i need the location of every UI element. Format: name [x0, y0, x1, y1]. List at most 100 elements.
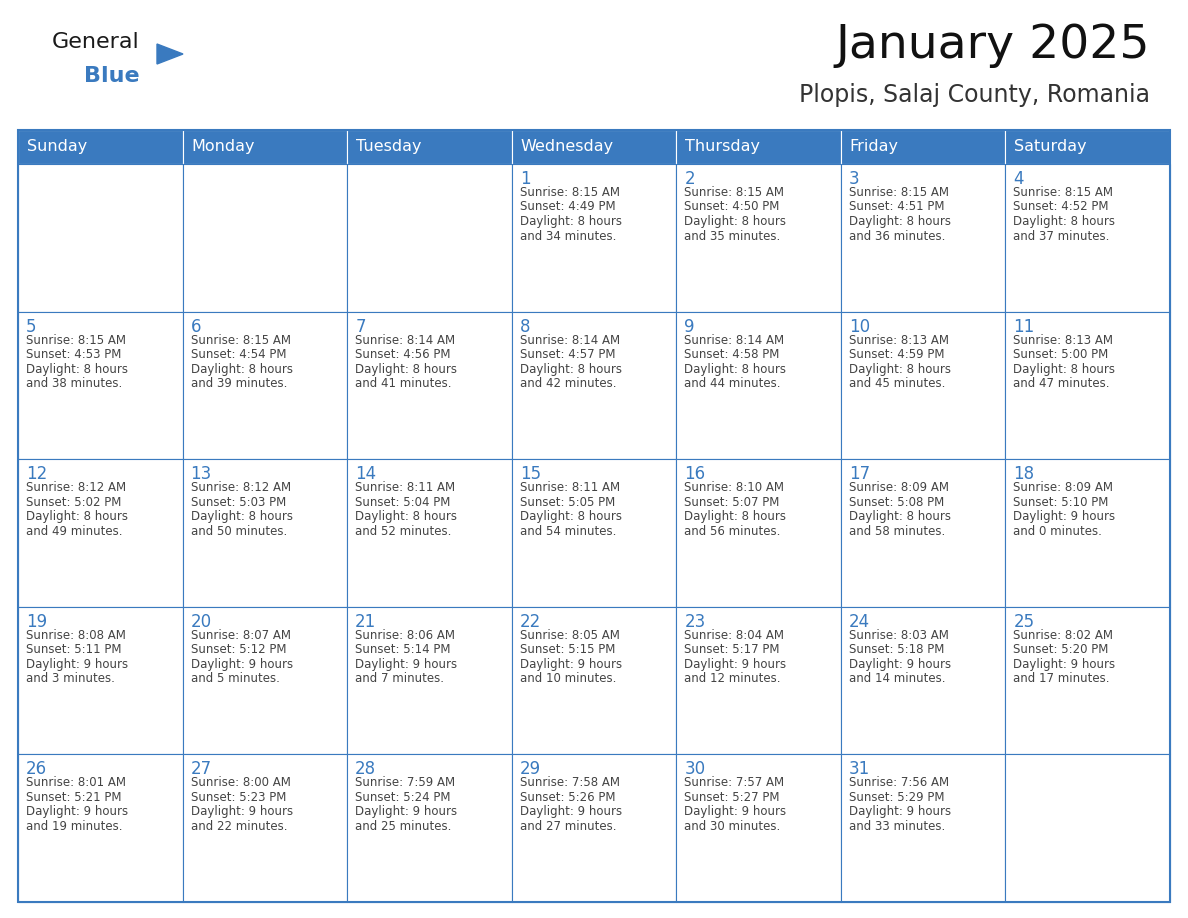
Text: Sunset: 5:18 PM: Sunset: 5:18 PM — [849, 644, 944, 656]
Text: 5: 5 — [26, 318, 37, 336]
Text: Sunday: Sunday — [27, 140, 87, 154]
Text: Sunset: 5:00 PM: Sunset: 5:00 PM — [1013, 348, 1108, 361]
Text: Daylight: 8 hours: Daylight: 8 hours — [355, 510, 457, 523]
Text: Sunrise: 8:13 AM: Sunrise: 8:13 AM — [849, 333, 949, 347]
Bar — [183, 311, 347, 459]
Text: and 0 minutes.: and 0 minutes. — [1013, 525, 1102, 538]
Text: Sunrise: 8:15 AM: Sunrise: 8:15 AM — [26, 333, 126, 347]
Text: Sunrise: 8:02 AM: Sunrise: 8:02 AM — [1013, 629, 1113, 642]
Text: Plopis, Salaj County, Romania: Plopis, Salaj County, Romania — [800, 83, 1150, 107]
Text: Friday: Friday — [849, 140, 899, 154]
Text: and 56 minutes.: and 56 minutes. — [684, 525, 781, 538]
Bar — [676, 755, 841, 902]
Bar — [841, 459, 1005, 607]
Bar — [841, 311, 1005, 459]
Text: Sunrise: 8:09 AM: Sunrise: 8:09 AM — [849, 481, 949, 494]
Text: Sunset: 5:17 PM: Sunset: 5:17 PM — [684, 644, 779, 656]
Bar — [512, 164, 676, 311]
Text: and 33 minutes.: and 33 minutes. — [849, 820, 946, 833]
Bar — [347, 607, 512, 755]
Text: Daylight: 8 hours: Daylight: 8 hours — [355, 363, 457, 375]
Text: 17: 17 — [849, 465, 870, 483]
Text: Daylight: 8 hours: Daylight: 8 hours — [849, 363, 950, 375]
Text: Thursday: Thursday — [685, 140, 760, 154]
Text: Daylight: 9 hours: Daylight: 9 hours — [355, 658, 457, 671]
Bar — [18, 164, 183, 311]
Text: General: General — [52, 32, 140, 52]
Bar — [841, 607, 1005, 755]
Text: Daylight: 8 hours: Daylight: 8 hours — [849, 215, 950, 228]
Bar — [18, 130, 1170, 902]
Text: 11: 11 — [1013, 318, 1035, 336]
Text: Daylight: 8 hours: Daylight: 8 hours — [519, 363, 621, 375]
Text: Sunrise: 8:15 AM: Sunrise: 8:15 AM — [849, 186, 949, 199]
Bar — [676, 130, 841, 164]
Text: Sunset: 5:21 PM: Sunset: 5:21 PM — [26, 791, 121, 804]
Text: Sunset: 5:23 PM: Sunset: 5:23 PM — [190, 791, 286, 804]
Text: and 41 minutes.: and 41 minutes. — [355, 377, 451, 390]
Text: Sunrise: 8:01 AM: Sunrise: 8:01 AM — [26, 777, 126, 789]
Bar — [347, 130, 512, 164]
Text: and 52 minutes.: and 52 minutes. — [355, 525, 451, 538]
Text: Sunset: 5:02 PM: Sunset: 5:02 PM — [26, 496, 121, 509]
Text: 16: 16 — [684, 465, 706, 483]
Text: 22: 22 — [519, 613, 541, 631]
Text: Sunrise: 7:59 AM: Sunrise: 7:59 AM — [355, 777, 455, 789]
Text: 9: 9 — [684, 318, 695, 336]
Text: Daylight: 9 hours: Daylight: 9 hours — [1013, 658, 1116, 671]
Text: Sunrise: 8:09 AM: Sunrise: 8:09 AM — [1013, 481, 1113, 494]
Text: 30: 30 — [684, 760, 706, 778]
Text: and 54 minutes.: and 54 minutes. — [519, 525, 617, 538]
Text: Sunrise: 8:11 AM: Sunrise: 8:11 AM — [355, 481, 455, 494]
Text: 18: 18 — [1013, 465, 1035, 483]
Text: Sunrise: 8:06 AM: Sunrise: 8:06 AM — [355, 629, 455, 642]
Bar — [1005, 459, 1170, 607]
Text: Sunset: 5:20 PM: Sunset: 5:20 PM — [1013, 644, 1108, 656]
Text: Sunset: 5:27 PM: Sunset: 5:27 PM — [684, 791, 779, 804]
Text: 29: 29 — [519, 760, 541, 778]
Text: Sunset: 5:07 PM: Sunset: 5:07 PM — [684, 496, 779, 509]
Text: Sunrise: 8:15 AM: Sunrise: 8:15 AM — [1013, 186, 1113, 199]
Text: Saturday: Saturday — [1015, 140, 1087, 154]
Text: 3: 3 — [849, 170, 859, 188]
Text: and 5 minutes.: and 5 minutes. — [190, 672, 279, 686]
Text: and 42 minutes.: and 42 minutes. — [519, 377, 617, 390]
Bar — [18, 607, 183, 755]
Text: Sunrise: 8:08 AM: Sunrise: 8:08 AM — [26, 629, 126, 642]
Bar — [512, 607, 676, 755]
Text: Sunset: 4:56 PM: Sunset: 4:56 PM — [355, 348, 450, 361]
Text: Sunrise: 8:00 AM: Sunrise: 8:00 AM — [190, 777, 290, 789]
Text: Daylight: 8 hours: Daylight: 8 hours — [519, 510, 621, 523]
Text: Sunset: 5:08 PM: Sunset: 5:08 PM — [849, 496, 944, 509]
Text: and 44 minutes.: and 44 minutes. — [684, 377, 781, 390]
Text: and 38 minutes.: and 38 minutes. — [26, 377, 122, 390]
Bar — [183, 130, 347, 164]
Text: Sunset: 4:53 PM: Sunset: 4:53 PM — [26, 348, 121, 361]
Bar — [512, 459, 676, 607]
Text: and 30 minutes.: and 30 minutes. — [684, 820, 781, 833]
Text: and 14 minutes.: and 14 minutes. — [849, 672, 946, 686]
Text: Daylight: 9 hours: Daylight: 9 hours — [1013, 510, 1116, 523]
Text: 15: 15 — [519, 465, 541, 483]
Bar — [347, 755, 512, 902]
Text: Sunset: 4:59 PM: Sunset: 4:59 PM — [849, 348, 944, 361]
Bar — [183, 755, 347, 902]
Text: and 37 minutes.: and 37 minutes. — [1013, 230, 1110, 242]
Text: Sunset: 5:04 PM: Sunset: 5:04 PM — [355, 496, 450, 509]
Text: Sunrise: 8:03 AM: Sunrise: 8:03 AM — [849, 629, 949, 642]
Text: Wednesday: Wednesday — [520, 140, 614, 154]
Text: 23: 23 — [684, 613, 706, 631]
Text: Sunset: 4:57 PM: Sunset: 4:57 PM — [519, 348, 615, 361]
Text: Sunset: 5:05 PM: Sunset: 5:05 PM — [519, 496, 615, 509]
Text: Daylight: 9 hours: Daylight: 9 hours — [684, 805, 786, 819]
Text: 31: 31 — [849, 760, 870, 778]
Bar — [1005, 130, 1170, 164]
Text: Sunset: 4:54 PM: Sunset: 4:54 PM — [190, 348, 286, 361]
Text: 14: 14 — [355, 465, 377, 483]
Text: and 3 minutes.: and 3 minutes. — [26, 672, 115, 686]
Text: and 39 minutes.: and 39 minutes. — [190, 377, 287, 390]
Text: 27: 27 — [190, 760, 211, 778]
Text: 24: 24 — [849, 613, 870, 631]
Text: 6: 6 — [190, 318, 201, 336]
Text: 8: 8 — [519, 318, 530, 336]
